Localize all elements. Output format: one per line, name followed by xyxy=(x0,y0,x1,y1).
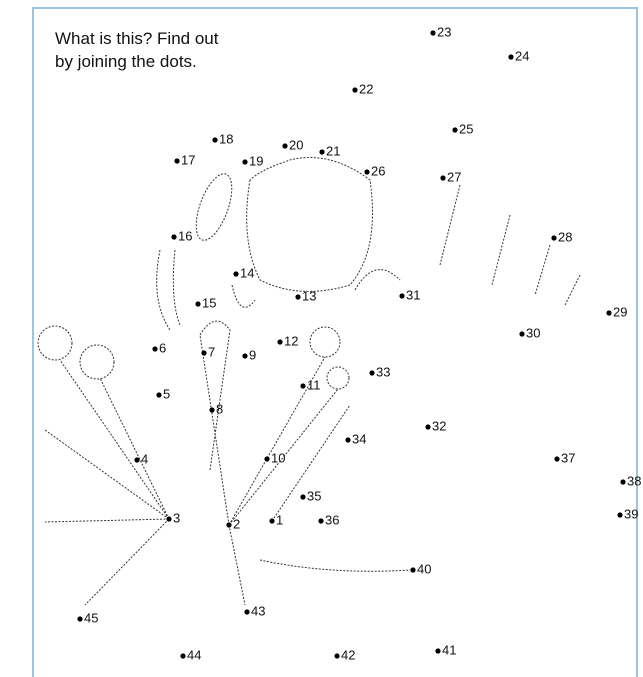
dot-label: 29 xyxy=(613,304,627,319)
dot-label: 30 xyxy=(526,325,540,340)
dot xyxy=(319,149,324,154)
dot-label: 23 xyxy=(437,24,451,39)
dot-label: 9 xyxy=(249,347,256,362)
dot xyxy=(617,512,622,517)
dot-label: 13 xyxy=(302,288,316,303)
dot xyxy=(242,159,247,164)
dot xyxy=(410,567,415,572)
dot-label: 43 xyxy=(251,603,265,618)
dot xyxy=(334,653,339,658)
dot-label: 32 xyxy=(432,418,446,433)
dot xyxy=(519,331,524,336)
dot-label: 10 xyxy=(271,450,285,465)
dot xyxy=(174,158,179,163)
dot-label: 3 xyxy=(173,510,180,525)
dot xyxy=(171,234,176,239)
dot xyxy=(242,353,247,358)
dot-label: 5 xyxy=(163,386,170,401)
dot-label: 19 xyxy=(249,153,263,168)
dot-label: 1 xyxy=(276,512,283,527)
dot-label: 31 xyxy=(406,287,420,302)
dot-label: 28 xyxy=(558,229,572,244)
dot-label: 27 xyxy=(447,169,461,184)
dot xyxy=(134,457,139,462)
dot-label: 35 xyxy=(307,488,321,503)
frame xyxy=(33,8,637,677)
dot xyxy=(295,294,300,299)
dot xyxy=(156,392,161,397)
dot-label: 4 xyxy=(141,451,148,466)
dot-label: 12 xyxy=(284,333,298,348)
dot xyxy=(318,518,323,523)
dot xyxy=(166,516,171,521)
dot xyxy=(369,370,374,375)
dot-label: 39 xyxy=(624,506,638,521)
dot-label: 42 xyxy=(341,647,355,662)
dot-label: 44 xyxy=(187,647,201,662)
dot-label: 22 xyxy=(359,81,373,96)
dot xyxy=(269,518,274,523)
dot xyxy=(430,30,435,35)
dot-label: 36 xyxy=(325,512,339,527)
dot-label: 15 xyxy=(202,295,216,310)
dot xyxy=(277,339,282,344)
dot xyxy=(300,383,305,388)
dot-label: 14 xyxy=(240,265,254,280)
dot xyxy=(554,456,559,461)
dot-label: 45 xyxy=(84,610,98,625)
dot-label: 17 xyxy=(181,152,195,167)
dot xyxy=(352,87,357,92)
dot xyxy=(212,137,217,142)
dot-label: 34 xyxy=(352,431,366,446)
dot xyxy=(201,350,206,355)
page: What is this? Find out by joining the do… xyxy=(0,0,643,677)
dot-label: 11 xyxy=(307,377,321,392)
dot-label: 8 xyxy=(216,401,223,416)
dot-label: 37 xyxy=(561,450,575,465)
dot-label: 25 xyxy=(459,121,473,136)
dot-label: 20 xyxy=(289,137,303,152)
dot-label: 6 xyxy=(159,340,166,355)
dot xyxy=(180,653,185,658)
dot-label: 40 xyxy=(417,561,431,576)
dot xyxy=(345,437,350,442)
instruction-line: by joining the dots. xyxy=(55,52,197,71)
dot-label: 18 xyxy=(219,131,233,146)
dot-label: 41 xyxy=(442,642,456,657)
dot xyxy=(244,609,249,614)
dot-label: 2 xyxy=(233,516,240,531)
dot xyxy=(152,346,157,351)
dot xyxy=(300,494,305,499)
dot-label: 16 xyxy=(178,228,192,243)
dot xyxy=(508,54,513,59)
dot xyxy=(452,127,457,132)
dot xyxy=(209,407,214,412)
dot xyxy=(399,293,404,298)
dot xyxy=(551,235,556,240)
dot xyxy=(364,169,369,174)
dot xyxy=(233,271,238,276)
dot xyxy=(435,648,440,653)
dot-label: 24 xyxy=(515,48,529,63)
dot xyxy=(77,616,82,621)
dot xyxy=(264,456,269,461)
worksheet: What is this? Find out by joining the do… xyxy=(0,0,643,677)
dot-label: 7 xyxy=(208,344,215,359)
dot-label: 33 xyxy=(376,364,390,379)
dot-label: 26 xyxy=(371,163,385,178)
dot xyxy=(620,479,625,484)
dot xyxy=(425,424,430,429)
dot xyxy=(440,175,445,180)
dot xyxy=(606,310,611,315)
dot-label: 21 xyxy=(326,143,340,158)
dot xyxy=(195,301,200,306)
dot-label: 38 xyxy=(627,473,641,488)
dot xyxy=(282,143,287,148)
instruction-line: What is this? Find out xyxy=(55,29,219,48)
dot xyxy=(226,522,231,527)
